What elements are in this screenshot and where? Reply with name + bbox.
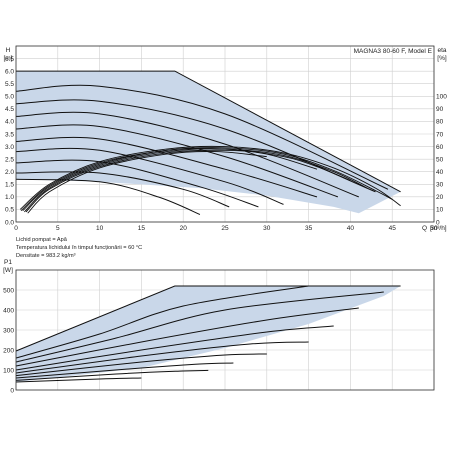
top-y-tick-label: 6.0 [5,68,14,75]
top-x-tick-label: 45 [389,225,397,232]
head-curve [15,171,230,208]
top-x-tick-label: 5 [56,225,60,232]
power-curve [15,369,209,381]
bottom-y-tick-label: 0 [10,387,14,394]
efficiency-curve [22,147,368,212]
top-eta-tick-label: 90 [436,106,444,113]
head-curve [16,70,401,193]
bottom-y-tick-label: 200 [3,347,14,354]
top-eta-tick-label: 20 [436,194,444,201]
power-curve [15,285,309,359]
head-efficiency-chart: 0 5 10 15 20 25 30 35 40 45 50 0.0 0.5 1.0 1.5 2.0 2.5 3.… [3,45,447,232]
top-y-tick-label: 5.5 [5,81,14,88]
top-eta-axis-title: eta [437,47,446,54]
top-eta-tick-label: 30 [436,182,444,189]
top-y-tick-label: 0.5 [5,207,14,214]
power-curve [15,285,401,352]
head-curve [15,84,389,190]
head-curve [15,159,259,208]
top-y-tick-label: 3.0 [5,144,14,151]
top-y-axis-unit: [m] [3,55,12,62]
bottom-y-axis-title: P1 [4,259,12,266]
power-curve [15,377,142,383]
top-y-tick-label: 0.0 [5,219,14,226]
top-x-tick-label: 40 [347,225,355,232]
efficiency-curve [20,147,393,212]
top-eta-tick-label: 70 [436,131,444,138]
top-plot-frame [15,45,435,223]
power-curve [15,341,309,374]
top-x-tick-label: 50 [430,225,438,232]
top-x-tick-label: 15 [138,225,146,232]
head-curve [15,178,201,215]
top-eta-axis-unit: [%] [437,55,447,62]
top-y-axis-title: H [6,47,11,54]
top-x-tick-label: 35 [305,225,313,232]
top-y-tick-label: 6.5 [5,56,14,63]
fluid-pumped-label: Lichid pompat = Apă [16,237,67,243]
bottom-operating-area [16,286,401,382]
top-y-tick-label: 5.0 [5,94,14,101]
top-y-tick-label: 2.5 [5,156,14,163]
power-curve [15,291,384,363]
power-curve [15,307,359,367]
bottom-y-axis-unit: [W] [3,267,13,274]
efficiency-curve [27,150,267,214]
top-eta-tick-label: 50 [436,156,444,163]
top-eta-tick-label: 80 [436,119,444,126]
top-y-tick-label: 3.5 [5,131,14,138]
top-x-tick-label: 10 [96,225,104,232]
top-x-tick-label: 25 [221,225,229,232]
top-y-tick-label: 1.0 [5,194,14,201]
head-curve [15,147,284,205]
efficiency-curve [19,145,401,210]
bottom-y-tick-label: 100 [3,367,14,374]
top-x-axis-unit: [m³/h] [430,225,447,232]
power-curve [15,325,334,371]
head-curve [15,124,339,198]
top-eta-tick-label: 100 [436,94,447,101]
power-chart: 0 100 200 300 400 500 P1[W] [3,259,435,394]
top-x-tick-label: 20 [180,225,188,232]
top-x-tick-label: 0 [14,225,18,232]
efficiency-curve [24,148,351,213]
bottom-y-tick-label: 500 [3,287,14,294]
power-curve [15,362,234,379]
top-y-tick-label: 2.0 [5,169,14,176]
top-eta-tick-label: 0 [436,219,440,226]
top-y-tick-label: 4.0 [5,119,14,126]
top-x-tick-label: 30 [263,225,271,232]
fluid-density-label: Densitate = 983.2 kg/m³ [16,253,76,259]
top-eta-tick-label: 40 [436,169,444,176]
power-curve [15,353,267,377]
top-eta-tick-label: 10 [436,207,444,214]
top-operating-area [16,71,401,214]
fluid-temperature-label: Temperatura lichidului în timpul funcțio… [16,245,143,251]
bottom-plot-frame [15,269,435,391]
top-chart-title: MAGNA3 80-60 F, Model E [354,48,433,55]
top-y-tick-label: 4.5 [5,106,14,113]
bottom-y-tick-label: 300 [3,327,14,334]
bottom-y-tick-label: 400 [3,307,14,314]
top-x-axis-title: Q [422,225,427,232]
efficiency-curve [25,149,318,213]
head-curve [15,111,359,198]
head-curve [15,99,376,193]
top-eta-tick-label: 60 [436,144,444,151]
top-y-tick-label: 1.5 [5,182,14,189]
